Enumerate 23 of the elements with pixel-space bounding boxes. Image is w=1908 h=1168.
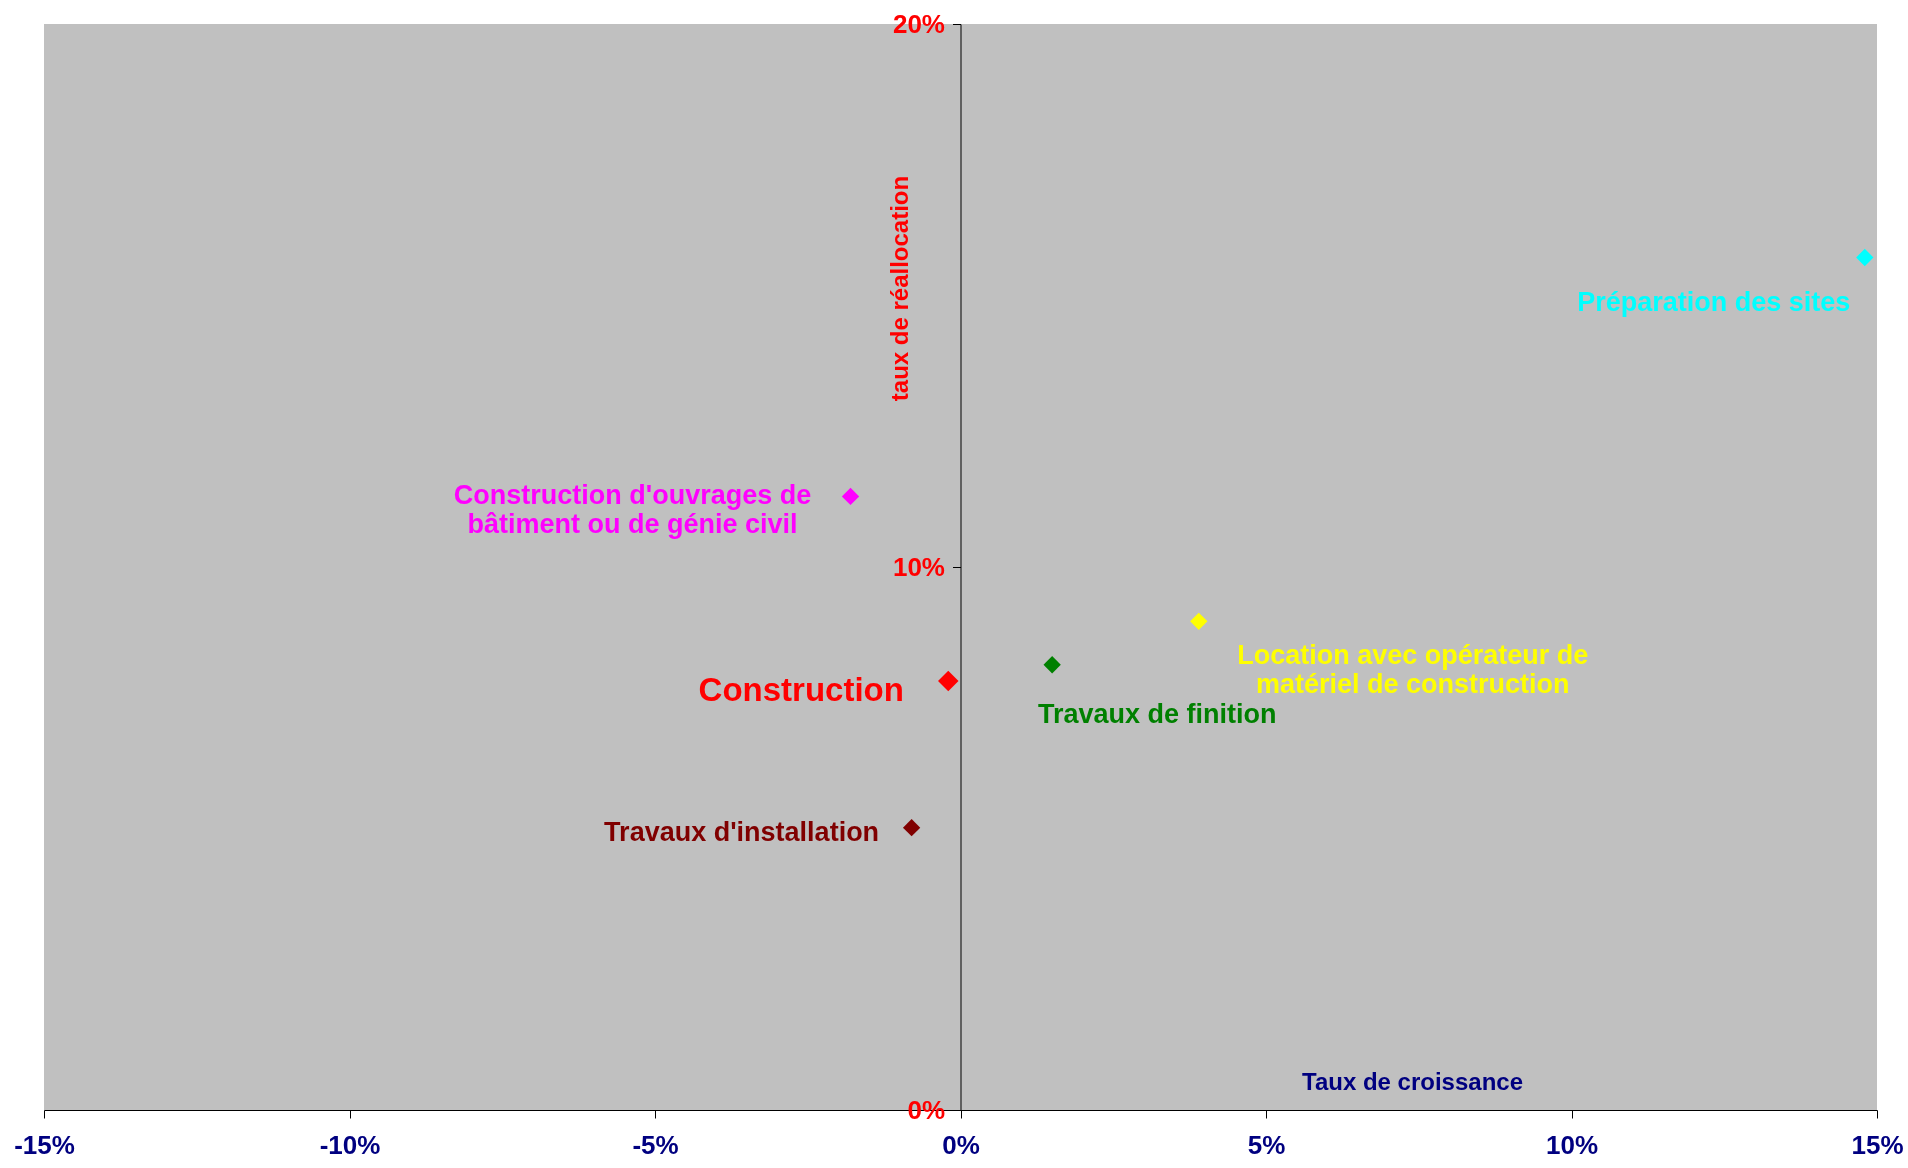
x-tick-label: 0% (942, 1129, 980, 1160)
x-tick-label: 5% (1247, 1129, 1286, 1160)
point (1856, 248, 1874, 267)
series-label: Travaux de finition (1037, 698, 1277, 729)
x-tick-label: -10% (319, 1129, 381, 1160)
point (1190, 612, 1208, 630)
series-label: Construction d'ouvrages de bâtiment ou de génie civil (453, 480, 812, 540)
series-label: Construction (698, 671, 904, 709)
series-label: Location avec opérateur de matériel de construction (1237, 640, 1589, 700)
point (841, 487, 860, 506)
series-label: Travaux d'installation (604, 816, 880, 847)
x-tick-label: 10% (1545, 1129, 1599, 1160)
y-tick-label: 10% (892, 551, 945, 582)
y-tick-label: 20% (892, 8, 945, 39)
x-tick-label: -15% (14, 1129, 75, 1160)
x-axis-title: Taux de croissance (1302, 1067, 1523, 1095)
point (902, 818, 921, 837)
y-axis-title: taux de réallocation (886, 175, 913, 402)
point (938, 670, 959, 692)
x-tick-label: -5% (632, 1129, 679, 1160)
point (1043, 656, 1061, 674)
series-label: Préparation des sites (1577, 287, 1851, 318)
x-tick-label: 15% (1851, 1129, 1904, 1160)
